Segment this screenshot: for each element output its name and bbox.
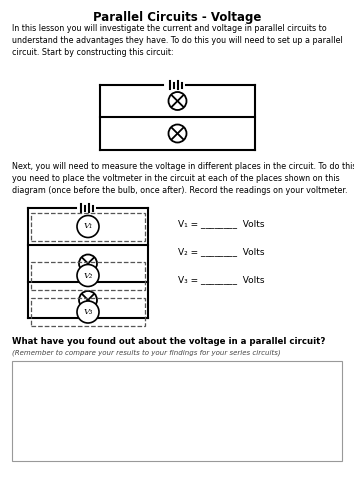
Text: (Remember to compare your results to your findings for your series circuits): (Remember to compare your results to you… xyxy=(12,349,281,356)
Text: What have you found out about the voltage in a parallel circuit?: What have you found out about the voltag… xyxy=(12,337,325,346)
Text: Next, you will need to measure the voltage in different places in the circuit. T: Next, you will need to measure the volta… xyxy=(12,162,354,194)
Text: V₃: V₃ xyxy=(83,308,93,316)
Text: Parallel Circuits - Voltage: Parallel Circuits - Voltage xyxy=(93,11,261,24)
Text: V₂ = ________  Volts: V₂ = ________ Volts xyxy=(178,248,264,256)
Text: V₁ = ________  Volts: V₁ = ________ Volts xyxy=(178,220,264,228)
Circle shape xyxy=(169,92,187,110)
Bar xyxy=(31,262,145,289)
Circle shape xyxy=(79,254,97,272)
Bar xyxy=(12,361,342,461)
Circle shape xyxy=(77,264,99,286)
Text: V₂: V₂ xyxy=(83,272,93,280)
Bar xyxy=(31,212,145,240)
Circle shape xyxy=(77,216,99,238)
Text: In this lesson you will investigate the current and voltage in parallel circuits: In this lesson you will investigate the … xyxy=(12,24,343,56)
Circle shape xyxy=(169,124,187,142)
Text: V₃ = ________  Volts: V₃ = ________ Volts xyxy=(178,276,264,284)
Circle shape xyxy=(79,291,97,309)
Circle shape xyxy=(77,301,99,323)
Bar xyxy=(31,298,145,326)
Text: V₁: V₁ xyxy=(83,222,93,230)
